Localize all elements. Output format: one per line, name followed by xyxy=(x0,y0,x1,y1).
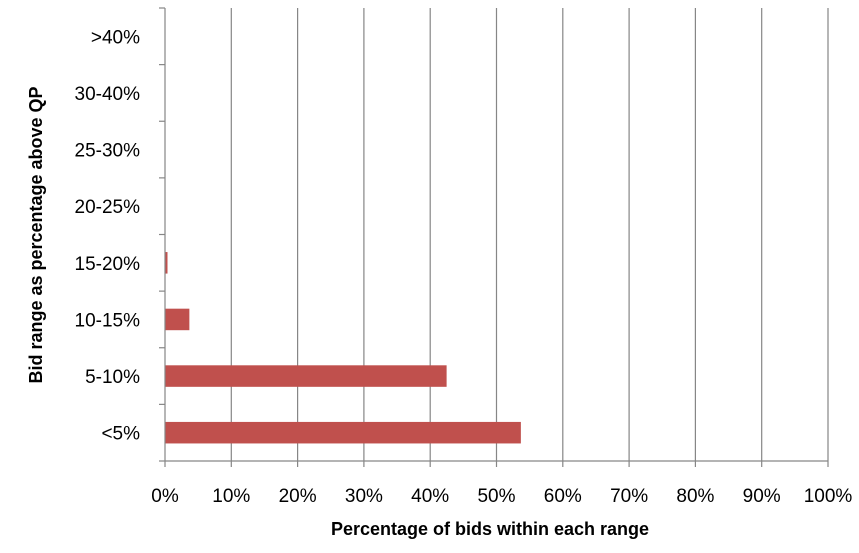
x-tick-label: 100% xyxy=(804,486,853,507)
y-tick-label: <5% xyxy=(101,424,140,445)
y-axis-title: Bid range as percentage above QP xyxy=(26,86,46,383)
x-tick-label: 20% xyxy=(279,486,317,507)
y-tick-label: 5-10% xyxy=(85,367,140,388)
gridlines xyxy=(230,8,829,461)
x-tick-label: 40% xyxy=(411,486,449,507)
x-axis-title: Percentage of bids within each range xyxy=(331,519,649,539)
y-tick-label: 15-20% xyxy=(75,254,141,275)
y-tick-labels: <5% 5-10% 10-15% 15-20% 20-25% 25-30% 30-40% >4… xyxy=(75,27,141,444)
y-tick-label: 30-40% xyxy=(75,84,141,105)
bars xyxy=(165,252,521,444)
x-tick-labels: 0% 10% 20% 30% 40% 50% 60% 70% 80% 90% 100% xyxy=(151,486,852,507)
x-tick-label: 70% xyxy=(610,486,648,507)
x-tick-label: 80% xyxy=(676,486,714,507)
x-tick-label: 0% xyxy=(151,486,179,507)
y-tick-label: 10-15% xyxy=(75,310,141,331)
y-tick-label: 25-30% xyxy=(75,141,141,162)
x-tick-label: 30% xyxy=(345,486,383,507)
x-tick-label: 50% xyxy=(477,486,515,507)
bar xyxy=(165,421,521,444)
bar xyxy=(165,252,168,274)
x-tick-label: 10% xyxy=(212,486,250,507)
y-tick-label: 20-25% xyxy=(75,197,141,218)
y-tick-label: >40% xyxy=(91,27,140,48)
axes xyxy=(159,7,829,467)
x-tick-label: 90% xyxy=(743,486,781,507)
x-tick-label: 60% xyxy=(544,486,582,507)
bar xyxy=(165,308,190,331)
bar xyxy=(165,365,447,387)
